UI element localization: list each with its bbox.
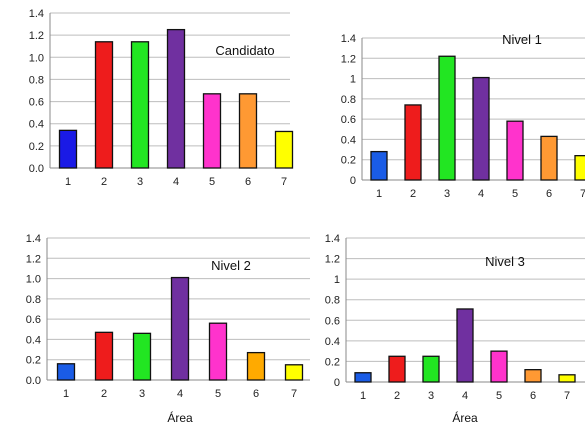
bar-6 [238, 93, 258, 169]
bar-5 [202, 93, 222, 169]
y-tick-label: 1.4 [29, 8, 44, 20]
y-tick-label: 1.2 [26, 253, 41, 265]
y-tick-label: 0.4 [325, 336, 340, 348]
x-tick-label: 1 [63, 388, 69, 400]
y-tick-label: 0 [350, 175, 356, 187]
chart-title: Nivel 1 [502, 32, 542, 47]
x-tick-label: 6 [253, 388, 259, 400]
y-tick-label: 1 [350, 74, 356, 86]
x-tick-label: 3 [444, 188, 450, 200]
y-tick-label: 1.4 [26, 233, 41, 245]
y-tick-label: 0.8 [341, 94, 356, 106]
y-tick-label: 1.0 [26, 274, 41, 286]
x-tick-label: 5 [209, 176, 215, 188]
y-tick-label: 0.8 [325, 295, 340, 307]
y-tick-label: 0 [334, 377, 340, 389]
bar-3 [132, 332, 152, 381]
x-tick-label: 4 [177, 388, 183, 400]
chart-panel-4: 0 0.2 0.4 0.6 0.8 1 1.2 1.4 1 2 3 4 5 6 7 Nivel 3 Área [325, 233, 585, 425]
x-tick-label: 5 [215, 388, 221, 400]
bar-7 [574, 155, 585, 181]
x-tick-label: 4 [462, 390, 468, 402]
y-tick-label: 0.4 [26, 334, 41, 346]
x-tick-label: 3 [139, 388, 145, 400]
x-tick-label: 7 [564, 390, 570, 402]
x-tick-label: 7 [281, 176, 287, 188]
x-tick-label: 6 [530, 390, 536, 402]
bar-3 [130, 41, 150, 169]
y-tick-label: 0.0 [29, 163, 44, 175]
bar-6 [540, 135, 558, 181]
x-axis-label: Área [452, 410, 478, 425]
y-tick-label: 0.0 [26, 375, 41, 387]
bar-4 [472, 76, 490, 181]
bar-2 [388, 355, 406, 383]
bar-2 [404, 104, 422, 181]
chart-panel-1: 0.0 0.2 0.4 0.6 0.8 1.0 1.2 1.4 1 2 3 4 5 6 7 Candidato [29, 8, 294, 188]
x-tick-label: 1 [360, 390, 366, 402]
y-tick-label: 0.2 [29, 141, 44, 153]
x-tick-label: 5 [496, 390, 502, 402]
x-tick-label: 2 [410, 188, 416, 200]
x-tick-label: 6 [546, 188, 552, 200]
x-tick-label: 1 [376, 188, 382, 200]
x-tick-label: 4 [478, 188, 484, 200]
y-tick-label: 1.4 [325, 233, 340, 245]
x-tick-label: 2 [394, 390, 400, 402]
bar-4 [170, 276, 190, 381]
bar-2 [94, 41, 114, 169]
bar-3 [422, 355, 440, 383]
y-tick-label: 1.2 [341, 53, 356, 65]
chart-panel-2: 0 0.2 0.4 0.6 0.8 1 1.2 1.4 1 2 3 4 5 6 7 Nivel 1 [341, 32, 585, 200]
bar-5 [506, 120, 524, 181]
bar-7 [274, 130, 294, 169]
bar-1 [56, 363, 76, 381]
chart-panel-3: 0.0 0.2 0.4 0.6 0.8 1.0 1.2 1.4 1 2 3 4 5 6 7 Nivel 2 Ár… [26, 233, 310, 425]
x-tick-label: 3 [428, 390, 434, 402]
chart-title: Nivel 2 [211, 258, 251, 273]
y-tick-label: 1 [334, 274, 340, 286]
x-tick-label: 5 [512, 188, 518, 200]
y-tick-label: 0.2 [325, 356, 340, 368]
bar-2 [94, 331, 114, 381]
y-tick-label: 0.8 [29, 74, 44, 86]
bar-7 [558, 374, 576, 383]
bar-4 [166, 28, 186, 169]
x-axis-label: Área [167, 410, 193, 425]
bar-1 [370, 150, 388, 181]
x-tick-label: 7 [291, 388, 297, 400]
y-tick-label: 0.6 [325, 315, 340, 327]
bar-6 [524, 369, 542, 383]
y-tick-label: 1.2 [325, 254, 340, 266]
y-tick-label: 0.2 [26, 355, 41, 367]
y-tick-label: 1.0 [29, 52, 44, 64]
y-tick-label: 0.2 [341, 155, 356, 167]
x-tick-label: 7 [580, 188, 585, 200]
y-tick-label: 0.6 [29, 97, 44, 109]
x-tick-label: 2 [101, 176, 107, 188]
x-tick-label: 3 [137, 176, 143, 188]
chart-title: Candidato [215, 43, 274, 58]
y-tick-label: 0.4 [29, 119, 44, 131]
y-tick-label: 0.4 [341, 134, 356, 146]
bar-1 [354, 372, 372, 383]
y-tick-label: 1.4 [341, 33, 356, 45]
x-tick-label: 6 [245, 176, 251, 188]
bar-4 [456, 308, 474, 383]
bar-7 [284, 364, 304, 381]
bar-6 [246, 351, 266, 381]
y-tick-label: 0.8 [26, 294, 41, 306]
bar-1 [58, 129, 78, 169]
bar-3 [438, 55, 456, 181]
bar-5 [490, 350, 508, 383]
y-tick-label: 0.6 [341, 114, 356, 126]
bar-5 [208, 322, 228, 381]
y-tick-label: 0.6 [26, 314, 41, 326]
chart-title: Nivel 3 [485, 254, 525, 269]
x-tick-label: 4 [173, 176, 179, 188]
x-tick-label: 1 [65, 176, 71, 188]
x-tick-label: 2 [101, 388, 107, 400]
y-tick-label: 1.2 [29, 30, 44, 42]
